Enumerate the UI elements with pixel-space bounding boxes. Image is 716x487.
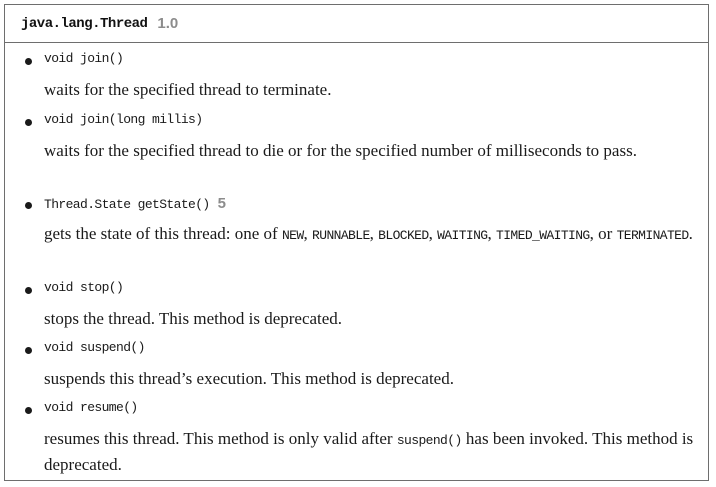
separator: , (369, 224, 379, 243)
state-timed-waiting: TIMED_WAITING (496, 228, 590, 243)
api-note-box: java.lang.Thread 1.0 void join() waits f… (4, 4, 709, 481)
method-signature: void stop() (44, 280, 124, 295)
description-suffix: has been invoked. This method is depreca… (44, 429, 694, 474)
bullet-icon (25, 58, 32, 65)
state-runnable: RUNNABLE (312, 228, 370, 243)
bullet-icon (25, 347, 32, 354)
bullet-icon (25, 407, 32, 414)
method-description: resumes this thread. This method is only… (44, 427, 704, 477)
method-description: stops the thread. This method is depreca… (44, 309, 343, 328)
bullet-icon (25, 202, 32, 209)
code-ref-suspend: suspend() (396, 433, 462, 448)
separator: , (428, 224, 438, 243)
api-header: java.lang.Thread 1.0 (5, 5, 708, 43)
method-description: gets the state of this thread: one of NE… (44, 222, 704, 248)
method-signature: Thread.State getState() 5 (44, 195, 226, 212)
version-badge: 1.0 (157, 15, 179, 32)
method-description: suspends this thread’s execution. This m… (44, 369, 454, 388)
state-blocked: BLOCKED (378, 228, 429, 243)
class-name: java.lang.Thread (21, 15, 148, 32)
bullet-icon (25, 287, 32, 294)
method-signature-text: Thread.State getState() (44, 197, 210, 212)
state-new: NEW (281, 228, 304, 243)
separator: , (303, 224, 313, 243)
method-signature: void resume() (44, 400, 138, 415)
separator: , (487, 224, 497, 243)
separator: , or (589, 224, 617, 243)
since-version-badge: 5 (217, 195, 226, 212)
method-description: waits for the specified thread to die or… (44, 141, 637, 160)
method-signature: void suspend() (44, 340, 145, 355)
state-waiting: WAITING (437, 228, 488, 243)
state-terminated: TERMINATED (616, 228, 690, 243)
method-signature: void join() (44, 51, 124, 66)
method-description: waits for the specified thread to termin… (44, 80, 332, 99)
description-prefix: resumes this thread. This method is only… (44, 429, 397, 448)
bullet-icon (25, 119, 32, 126)
description-suffix: . (688, 224, 693, 243)
method-signature: void join(long millis) (44, 112, 203, 127)
description-prefix: gets the state of this thread: one of (44, 224, 282, 243)
